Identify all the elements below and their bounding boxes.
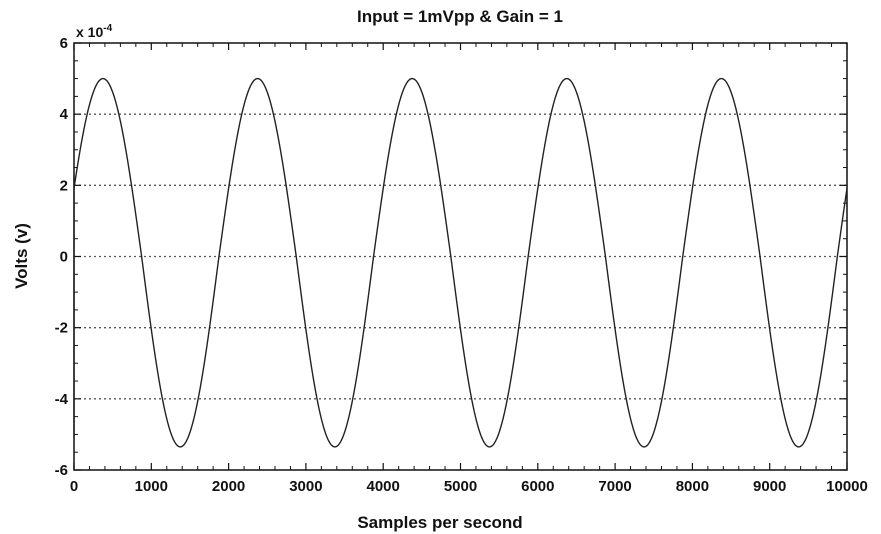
- y-tick-label: -2: [55, 320, 68, 337]
- x-axis-label: Samples per second: [357, 513, 522, 532]
- x-tick-label: 9000: [753, 478, 786, 495]
- x-tick-label: 6000: [521, 478, 554, 495]
- y-multiplier: x 10-4: [76, 23, 113, 40]
- x-tick-label: 7000: [598, 478, 631, 495]
- y-axis-label: Volts (v): [12, 223, 31, 289]
- y-tick-labels: -6 -4 -2 0 2 4 6: [55, 35, 69, 479]
- x-tick-labels: 0 1000 2000 3000 4000 5000 6000 7000 8000 9000 100…: [70, 478, 868, 495]
- y-tick-label: 2: [60, 177, 68, 194]
- y-tick-label: -4: [55, 391, 69, 408]
- y-tick-label: -6: [55, 462, 68, 479]
- x-tick-label: 4000: [367, 478, 400, 495]
- x-tick-label: 1000: [135, 478, 168, 495]
- x-tick-label: 2000: [212, 478, 245, 495]
- y-tick-label: 0: [60, 249, 68, 266]
- y-multiplier-base: x 10: [76, 24, 103, 40]
- y-tick-label: 4: [60, 106, 69, 123]
- series-line: [73, 77, 848, 448]
- x-tick-label: 8000: [676, 478, 709, 495]
- ticks: [73, 42, 848, 471]
- x-tick-label: 5000: [444, 478, 477, 495]
- x-tick-label: 10000: [826, 478, 868, 495]
- x-tick-label: 3000: [289, 478, 322, 495]
- y-multiplier-exponent: -4: [103, 23, 112, 34]
- y-tick-label: 6: [60, 35, 68, 52]
- x-tick-label: 0: [70, 478, 78, 495]
- chart-title: Input = 1mVpp & Gain = 1: [357, 7, 563, 26]
